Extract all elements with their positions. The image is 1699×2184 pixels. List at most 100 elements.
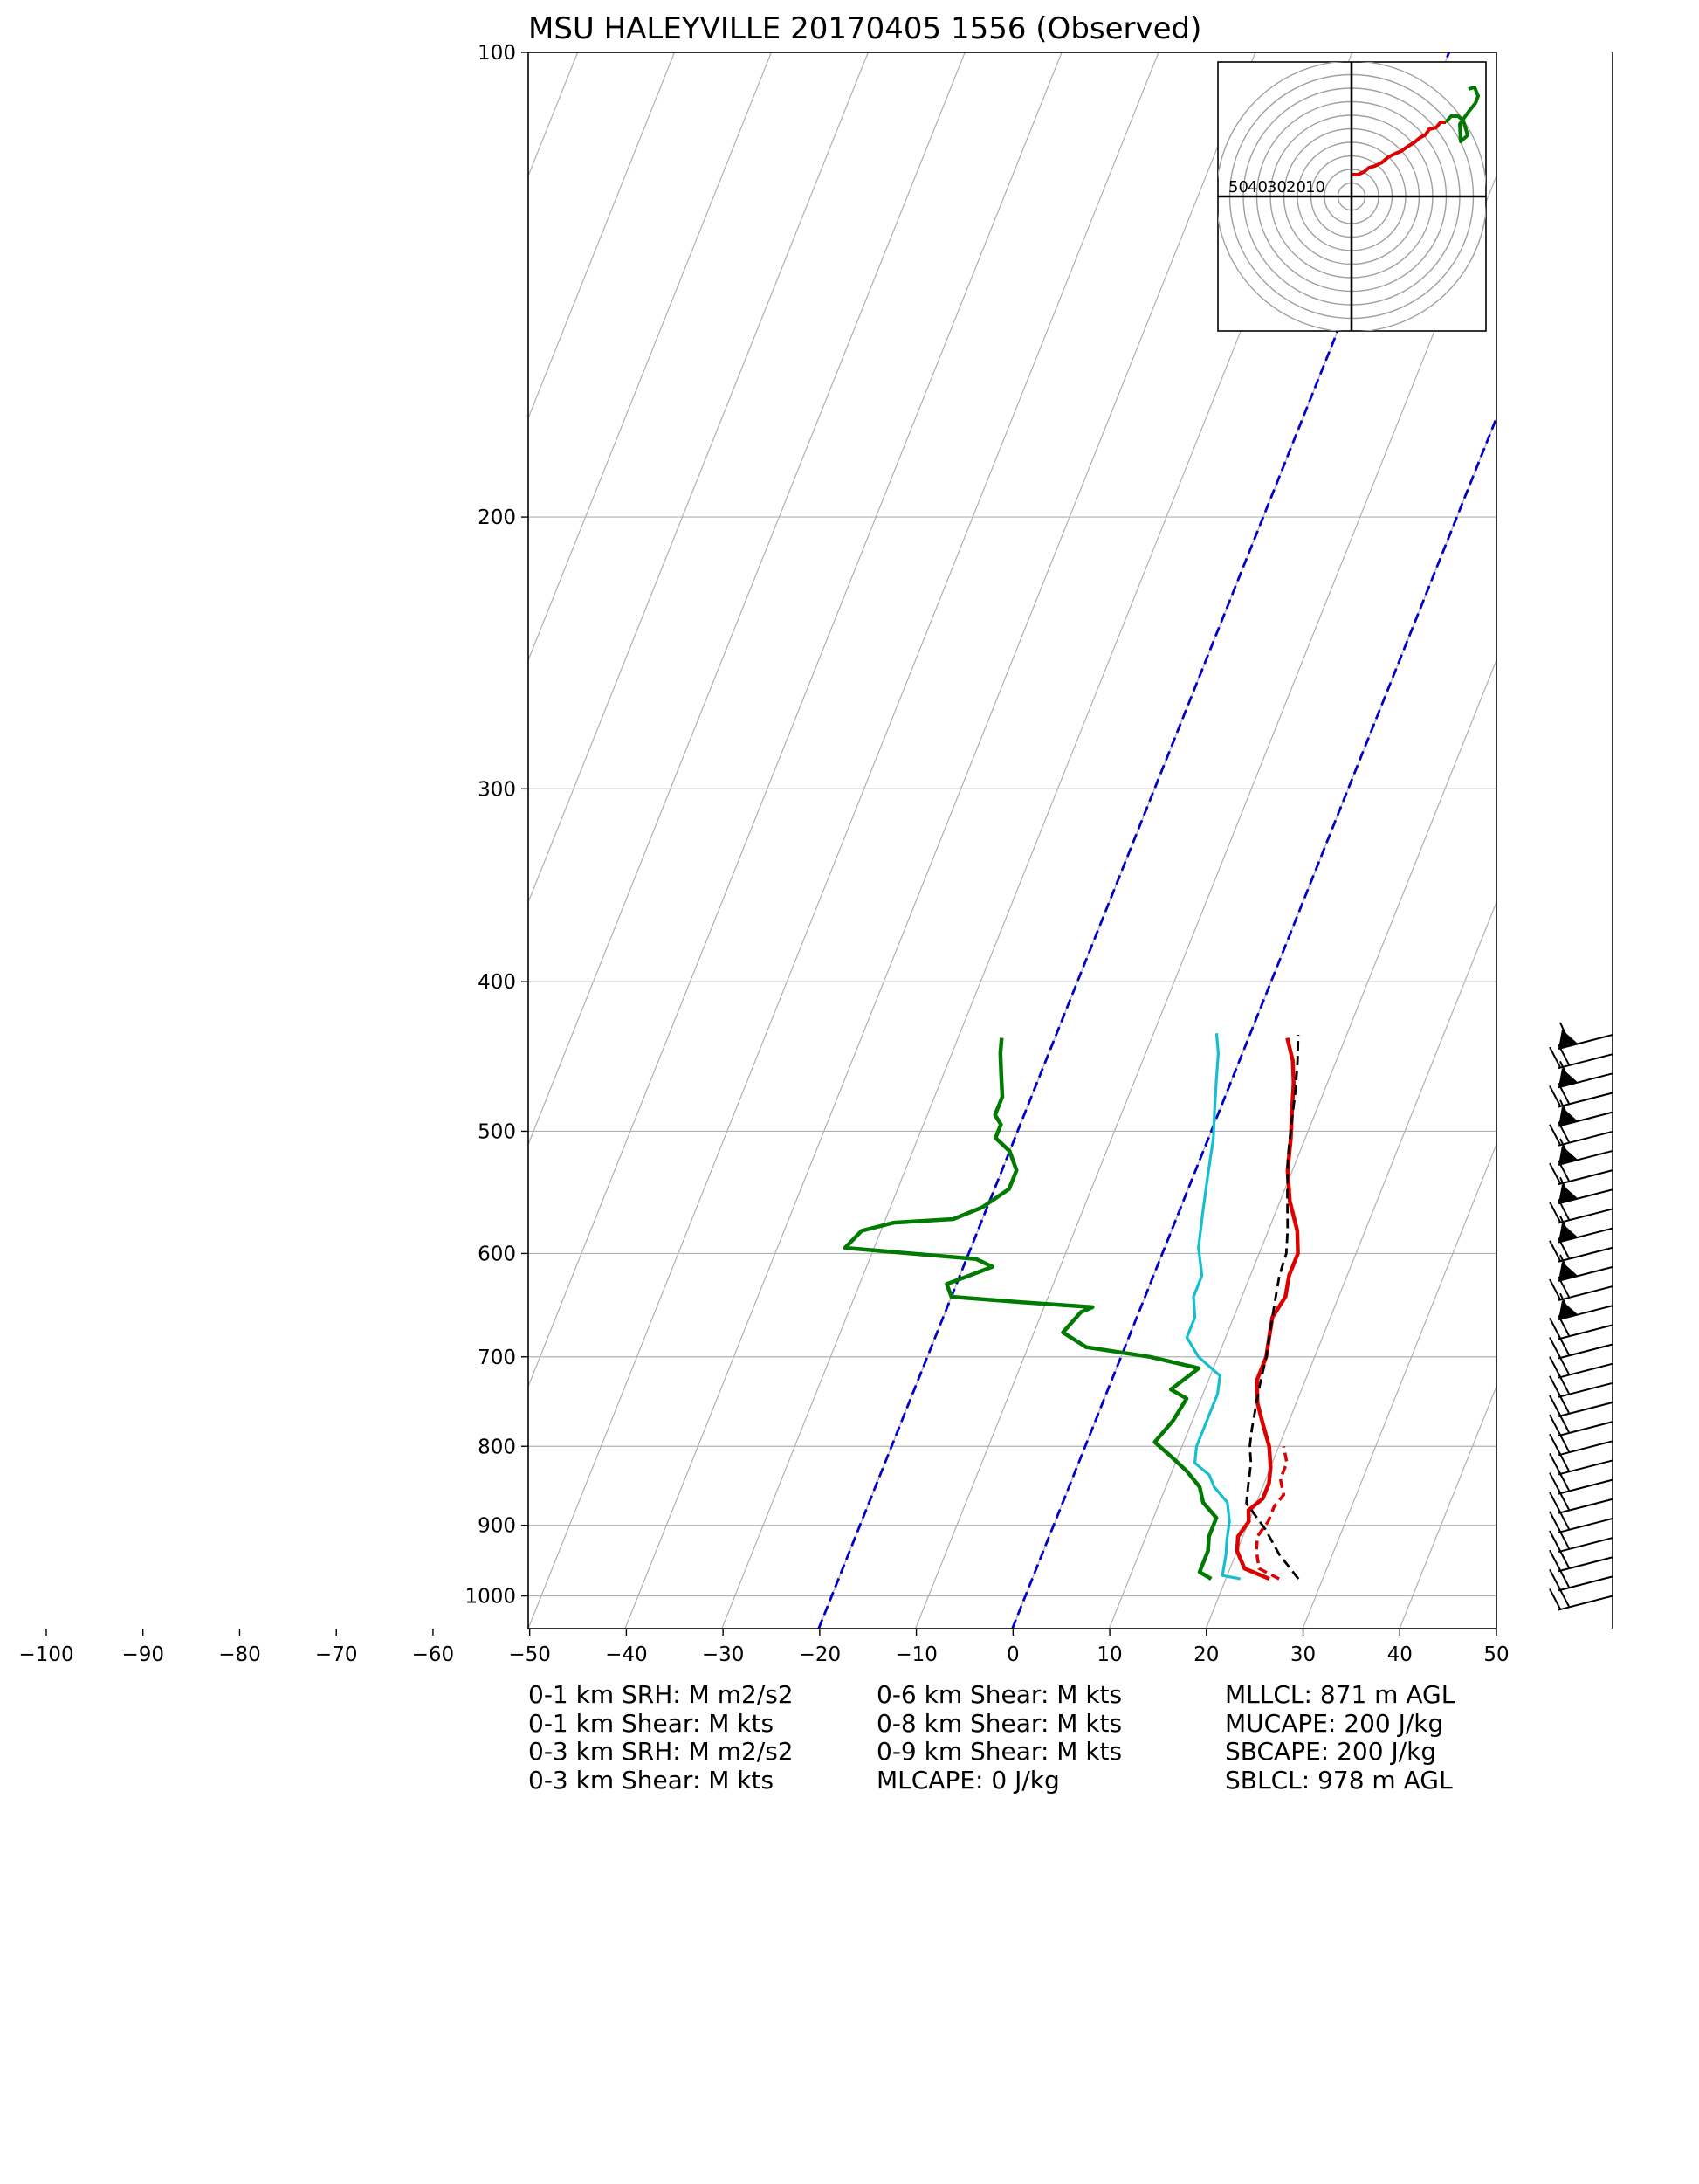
hodograph-ring-label: 10 [1305,178,1325,196]
stat-mlcape: MLCAPE: 0 J/kg [877,1765,1060,1795]
isotherm-line [528,52,676,420]
wind-barb-flag [1558,1392,1570,1414]
x-tick-label: 50 [1483,1643,1509,1666]
wind-barb-flag [1558,1044,1570,1065]
x-tick-label: −30 [702,1643,745,1666]
y-tick-label: 100 [478,42,516,65]
wind-barb-flag [1559,1254,1572,1278]
stats-column-3: MLLCL: 871 m AGL MUCAPE: 200 J/kg SBCAPE… [1225,1680,1455,1795]
chart-title: MSU HALEYVILLE 20170405 1556 (Observed) [528,11,1201,46]
stat-sbcape: SBCAPE: 200 J/kg [1225,1737,1437,1766]
stat-mllcl: MLLCL: 871 m AGL [1225,1680,1455,1709]
stat-shear-0-1: 0-1 km Shear: M kts [528,1708,774,1738]
wind-barb-flag [1549,1278,1561,1300]
wind-barb-flag [1549,1046,1561,1068]
isotherm-line [528,52,1063,1388]
y-tick-label: 500 [478,1120,516,1143]
wind-barb-staff [1558,1402,1613,1417]
wind-barb-staff [1558,1478,1613,1495]
wind-barb-flag [1558,1373,1570,1395]
wind-barb-flag [1549,1588,1561,1610]
wind-barb-staff [1558,1072,1613,1089]
temperature_virtual-trace [1255,1445,1289,1581]
wind-barb-flag [1558,1470,1570,1492]
wind-barb-flag [1558,1586,1570,1608]
stat-sblcl: SBLCL: 978 m AGL [1225,1765,1453,1795]
x-tick-label: −10 [895,1643,938,1666]
wind-barb [1558,1099,1613,1127]
isotherm-line [0,52,384,1629]
wind-barb [1558,1254,1613,1282]
x-tick-label: −60 [412,1643,455,1666]
wetbulb-trace [1185,1033,1241,1581]
hodograph-ring-label: 30 [1267,178,1287,196]
wind-barb [1549,1586,1613,1611]
temperature-ticks: −100 −90 −80 −70 −60 −50 −40 −30 −20 −10 0 10 20 30 40… [18,1629,1510,1666]
wind-barb-staff [1558,1130,1613,1147]
isotherm-line [1108,658,1496,1629]
wind-barb [1558,1138,1613,1166]
isotherm-line [0,52,93,1629]
wind-barb-flag [1559,1176,1572,1201]
wind-barb-flag [1549,1162,1561,1184]
hodograph-ring-label: 50 [1228,178,1248,196]
wind-barb-flag [1558,1198,1570,1220]
wind-barb-staff [1558,1305,1613,1321]
wind-barb-flag [1559,1022,1572,1046]
isotherm-line [0,52,190,1629]
wind-barb-staff [1558,1595,1613,1611]
isotherm-0 [1011,414,1496,1629]
isotherm-line [1496,52,1699,1629]
stats-column-1: 0-1 km SRH: M m2/s2 0-1 km Shear: M kts … [528,1680,794,1795]
isotherm-line [0,52,287,1629]
wind-barb-staff [1558,1285,1613,1302]
isotherm-line [1205,900,1496,1629]
wind-barb-flag [1558,1237,1570,1259]
wind-barb [1558,1060,1613,1089]
wind-barb-staff [1558,1498,1613,1514]
wind-barb [1558,1216,1613,1244]
wind-barb-staff [1558,1537,1613,1554]
isotherm-line [528,52,579,178]
isotherm-line [528,52,1159,1629]
hodograph-ring-label: 20 [1286,178,1306,196]
x-tick-label: −100 [18,1643,73,1666]
wind-barb-flag [1558,1489,1570,1511]
wind-barb [1549,1044,1613,1070]
x-tick-label: 20 [1193,1643,1219,1666]
wind-barb [1558,1176,1613,1205]
wind-barb-column [1549,52,1613,1629]
x-tick-label: 40 [1387,1643,1413,1666]
hodograph-trace-low [1352,121,1446,176]
isotherm-line [1302,1142,1496,1629]
pressure-ticks: 100 200 300 400 500 600 700 800 900 1000 [464,42,528,1609]
wind-barb [1549,1083,1613,1108]
stat-shear-0-6: 0-6 km Shear: M kts [877,1680,1123,1709]
y-tick-label: 800 [478,1436,516,1458]
wind-barb-flag [1559,1060,1572,1085]
y-tick-label: 1000 [464,1586,516,1609]
wind-barb-staff [1558,1381,1613,1398]
wind-barb-flag [1558,1160,1570,1182]
y-tick-label: 200 [478,506,516,529]
x-tick-label: −90 [121,1643,164,1666]
wind-barb-flag [1558,1314,1570,1336]
wind-barb [1558,1022,1613,1050]
wind-barb-flag [1558,1508,1570,1530]
wind-barb-flag [1558,1334,1570,1355]
hodograph-trace-high [1444,86,1480,143]
wind-barb [1549,1276,1613,1302]
x-tick-label: −70 [315,1643,358,1666]
isotherm-line [528,52,869,904]
wind-barb-flag [1549,1124,1561,1146]
stat-shear-0-9: 0-9 km Shear: M kts [877,1737,1123,1766]
wind-barb-staff [1558,1343,1613,1360]
dewpoint-trace [843,1037,1219,1581]
x-tick-label: −20 [799,1643,842,1666]
stat-mucape: MUCAPE: 200 J/kg [1225,1708,1444,1738]
wind-barb-staff [1558,1440,1613,1457]
wind-barb-flag [1558,1547,1570,1568]
y-tick-label: 600 [478,1243,516,1265]
wind-barb [1549,1160,1613,1186]
